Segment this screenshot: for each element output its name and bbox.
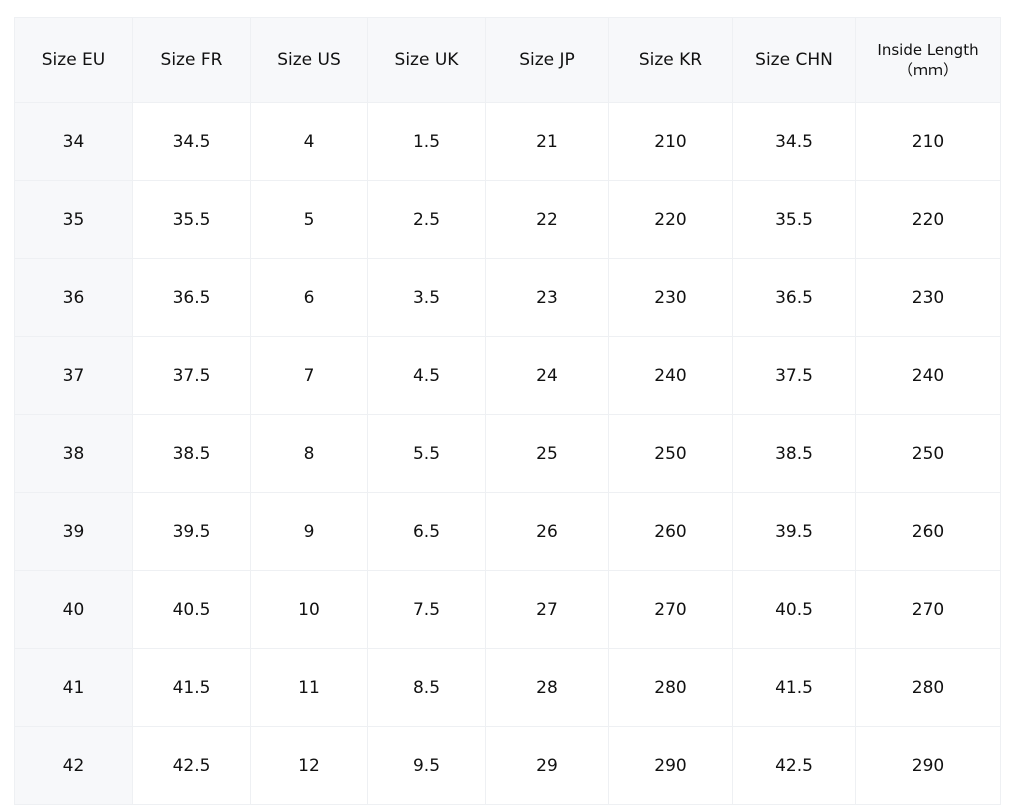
table-cell: 40.5	[732, 570, 856, 649]
table-cell: 40.5	[132, 570, 251, 649]
table-cell: 3.5	[367, 258, 486, 337]
table-cell: 5	[250, 180, 368, 259]
table-cell: 210	[608, 102, 733, 181]
table-cell: 39	[14, 492, 133, 571]
table-cell: 25	[485, 414, 609, 493]
table-cell: 250	[608, 414, 733, 493]
table-cell: 280	[608, 648, 733, 727]
table-cell: 260	[608, 492, 733, 571]
table-cell: 290	[608, 726, 733, 805]
table-cell: 22	[485, 180, 609, 259]
table-cell: 40	[14, 570, 133, 649]
table-cell: 8	[250, 414, 368, 493]
table-cell: 230	[855, 258, 1001, 337]
table-cell: 270	[855, 570, 1001, 649]
table-cell: 36.5	[132, 258, 251, 337]
table-cell: 37.5	[732, 336, 856, 415]
table-row: 34 34.5 4 1.5 21 210 34.5 210	[14, 102, 1001, 181]
column-header: Size CHN	[732, 17, 856, 103]
table-cell: 24	[485, 336, 609, 415]
header-row: Size EU Size FR Size US Size UK Size JP Size …	[14, 17, 1001, 103]
table-cell: 12	[250, 726, 368, 805]
table-cell: 36.5	[732, 258, 856, 337]
table-cell: 21	[485, 102, 609, 181]
table-row: 35 35.5 5 2.5 22 220 35.5 220	[14, 180, 1001, 259]
column-header: Size FR	[132, 17, 251, 103]
table-cell: 42.5	[732, 726, 856, 805]
table-cell: 27	[485, 570, 609, 649]
table-cell: 290	[855, 726, 1001, 805]
size-chart-table: Size EU Size FR Size US Size UK Size JP Size …	[14, 17, 1001, 805]
table-cell: 6	[250, 258, 368, 337]
table-row: 39 39.5 9 6.5 26 260 39.5 260	[14, 492, 1001, 571]
table-cell: 42	[14, 726, 133, 805]
column-header: Size JP	[485, 17, 609, 103]
table-cell: 260	[855, 492, 1001, 571]
table-cell: 9	[250, 492, 368, 571]
table-cell: 37.5	[132, 336, 251, 415]
table-cell: 38.5	[732, 414, 856, 493]
table-cell: 8.5	[367, 648, 486, 727]
table-cell: 230	[608, 258, 733, 337]
column-header: Size KR	[608, 17, 733, 103]
table-cell: 38	[14, 414, 133, 493]
table-cell: 4	[250, 102, 368, 181]
table-cell: 42.5	[132, 726, 251, 805]
table-row: 42 42.5 12 9.5 29 290 42.5 290	[14, 726, 1001, 805]
table-cell: 240	[608, 336, 733, 415]
table-cell: 7.5	[367, 570, 486, 649]
table-cell: 34.5	[732, 102, 856, 181]
table-cell: 11	[250, 648, 368, 727]
table-row: 37 37.5 7 4.5 24 240 37.5 240	[14, 336, 1001, 415]
table-cell: 210	[855, 102, 1001, 181]
table-cell: 250	[855, 414, 1001, 493]
table-cell: 23	[485, 258, 609, 337]
table-cell: 35.5	[132, 180, 251, 259]
table-cell: 270	[608, 570, 733, 649]
column-header: Size EU	[14, 17, 133, 103]
table-cell: 9.5	[367, 726, 486, 805]
table-cell: 280	[855, 648, 1001, 727]
table-cell: 38.5	[132, 414, 251, 493]
table-row: 38 38.5 8 5.5 25 250 38.5 250	[14, 414, 1001, 493]
table-cell: 41	[14, 648, 133, 727]
table-cell: 26	[485, 492, 609, 571]
table-cell: 1.5	[367, 102, 486, 181]
column-header: Inside Length （ｍｍ）	[855, 17, 1001, 103]
table-cell: 37	[14, 336, 133, 415]
table-cell: 29	[485, 726, 609, 805]
table-cell: 220	[608, 180, 733, 259]
table-cell: 35	[14, 180, 133, 259]
table-row: 36 36.5 6 3.5 23 230 36.5 230	[14, 258, 1001, 337]
table-row: 40 40.5 10 7.5 27 270 40.5 270	[14, 570, 1001, 649]
table-cell: 39.5	[132, 492, 251, 571]
table-cell: 2.5	[367, 180, 486, 259]
table-cell: 35.5	[732, 180, 856, 259]
column-header: Size UK	[367, 17, 486, 103]
table-cell: 5.5	[367, 414, 486, 493]
table-cell: 41.5	[732, 648, 856, 727]
table-cell: 39.5	[732, 492, 856, 571]
table-cell: 34.5	[132, 102, 251, 181]
table-row: 41 41.5 11 8.5 28 280 41.5 280	[14, 648, 1001, 727]
table-cell: 28	[485, 648, 609, 727]
table-cell: 6.5	[367, 492, 486, 571]
table-cell: 36	[14, 258, 133, 337]
table-cell: 7	[250, 336, 368, 415]
table-cell: 10	[250, 570, 368, 649]
table-cell: 220	[855, 180, 1001, 259]
table-cell: 34	[14, 102, 133, 181]
table-cell: 41.5	[132, 648, 251, 727]
table-cell: 240	[855, 336, 1001, 415]
table-cell: 4.5	[367, 336, 486, 415]
column-header: Size US	[250, 17, 368, 103]
